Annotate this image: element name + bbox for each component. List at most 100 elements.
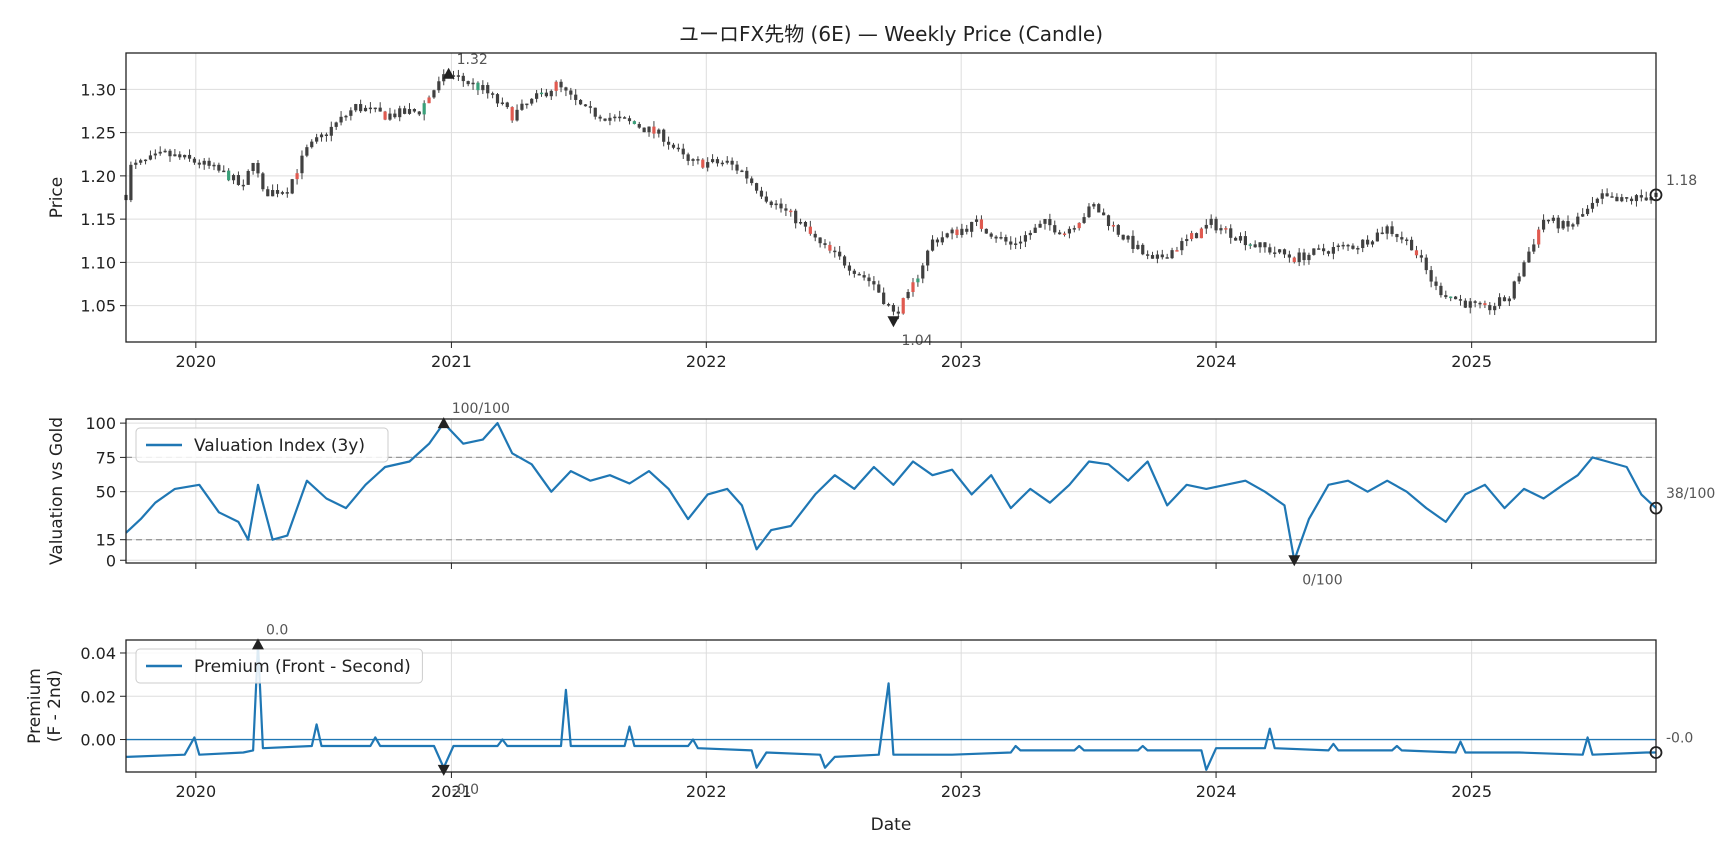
candle-body <box>1405 239 1409 241</box>
candle-body <box>593 107 597 117</box>
annotation-label: 100/100 <box>452 401 510 417</box>
candle-body <box>647 126 651 133</box>
candle-body <box>1204 224 1208 229</box>
candle-body <box>1595 198 1599 203</box>
axis-ticks: 0.00 0.02 0.04 2020 2021 2022 2023 2024 2025 <box>80 644 1492 801</box>
candle-body <box>500 102 504 105</box>
candle-body <box>1409 239 1414 251</box>
candle-body <box>710 159 715 163</box>
candle-body <box>1576 216 1580 225</box>
candle-body <box>324 134 329 136</box>
candle-body <box>745 170 749 179</box>
candle-body <box>789 210 793 213</box>
y-tick-label: 100 <box>85 414 116 433</box>
candle-body <box>1268 247 1272 253</box>
candle-body <box>134 162 138 165</box>
candle-body <box>999 237 1003 239</box>
candle-body <box>1263 242 1267 248</box>
legend-label: Premium (Front - Second) <box>194 657 411 677</box>
candle-body <box>339 116 343 123</box>
candle-body <box>886 304 891 306</box>
candle-body <box>1287 254 1291 258</box>
annotation-label: 1.18 <box>1666 173 1697 189</box>
candle-body <box>173 154 177 157</box>
candle-body <box>178 154 182 158</box>
candle-body <box>466 81 470 85</box>
candle-body <box>735 164 739 171</box>
candle-body <box>1028 232 1032 236</box>
candle-body <box>319 134 324 138</box>
candle-body <box>329 126 333 136</box>
candle-body <box>1517 276 1521 282</box>
candle-body <box>246 170 250 185</box>
y-tick-label: 15 <box>96 531 116 550</box>
candle-body <box>1424 257 1428 271</box>
candle-body <box>574 94 578 100</box>
candle-body <box>471 82 475 85</box>
x-tick-label: 2021 <box>431 782 472 801</box>
candle-body <box>280 192 285 194</box>
candle-body <box>1444 295 1448 298</box>
candle-body <box>1234 237 1238 241</box>
candle-body <box>779 203 783 209</box>
candle-body <box>1160 254 1164 258</box>
candle-body <box>285 192 289 194</box>
min-marker <box>887 316 900 328</box>
y-tick-label: 1.20 <box>80 167 116 186</box>
candle-body <box>461 75 465 82</box>
candle-body <box>222 170 226 173</box>
candle-body <box>549 90 553 97</box>
candle-body <box>1356 248 1360 250</box>
candle-body <box>847 265 852 271</box>
candle-body <box>818 237 822 244</box>
candle-body <box>1449 296 1453 299</box>
candle-body <box>1644 197 1648 201</box>
candle-body <box>1590 202 1595 209</box>
candle-body <box>535 93 539 99</box>
candle-body <box>544 92 548 97</box>
candle-body <box>926 250 930 266</box>
candle-body <box>1522 262 1526 277</box>
candle-body <box>515 109 519 121</box>
axis-ticks: 1.05 1.10 1.15 1.20 1.25 1.30 2020 2021 2022 2023… <box>80 80 1492 371</box>
candle-body <box>1527 251 1531 263</box>
candle-body <box>1400 237 1404 240</box>
candle-body <box>1390 226 1394 235</box>
candle-body <box>1468 301 1472 308</box>
candle-body <box>803 222 808 227</box>
candle-body <box>935 239 940 243</box>
candle-body <box>960 228 964 236</box>
candle-body <box>1478 302 1482 305</box>
candle-body <box>1361 239 1365 249</box>
candle-body <box>901 298 905 314</box>
candle-body <box>1502 297 1507 302</box>
candle-body <box>1629 198 1634 202</box>
x-tick-label: 2020 <box>175 782 216 801</box>
candle-body <box>1111 225 1116 227</box>
x-tick-label: 2024 <box>1196 352 1237 371</box>
candle-body <box>231 175 236 181</box>
candle-body <box>1434 281 1438 286</box>
candle-body <box>1004 237 1008 242</box>
y-tick-label: 1.25 <box>80 124 116 143</box>
x-tick-label: 2024 <box>1196 782 1237 801</box>
min-marker <box>1288 555 1301 567</box>
candle-body <box>554 81 558 91</box>
candle-body <box>451 75 456 77</box>
candle-body <box>143 159 148 162</box>
chart-title: ユーロFX先物 (6E) — Weekly Price (Candle) <box>679 22 1103 46</box>
candle-body <box>183 154 187 158</box>
candle-body <box>1278 249 1282 253</box>
candle-body <box>1194 233 1199 239</box>
candle-body <box>1199 228 1203 239</box>
plot-frame <box>125 639 1657 773</box>
y-tick-label: 0 <box>106 551 116 570</box>
candle-body <box>403 108 407 114</box>
candle-body <box>417 111 421 115</box>
candle-body <box>1038 223 1042 228</box>
candle-body <box>315 137 319 142</box>
candle-body <box>1229 228 1233 238</box>
candle-body <box>588 106 592 108</box>
candle-body <box>1097 204 1101 213</box>
candle-body <box>1351 245 1355 249</box>
